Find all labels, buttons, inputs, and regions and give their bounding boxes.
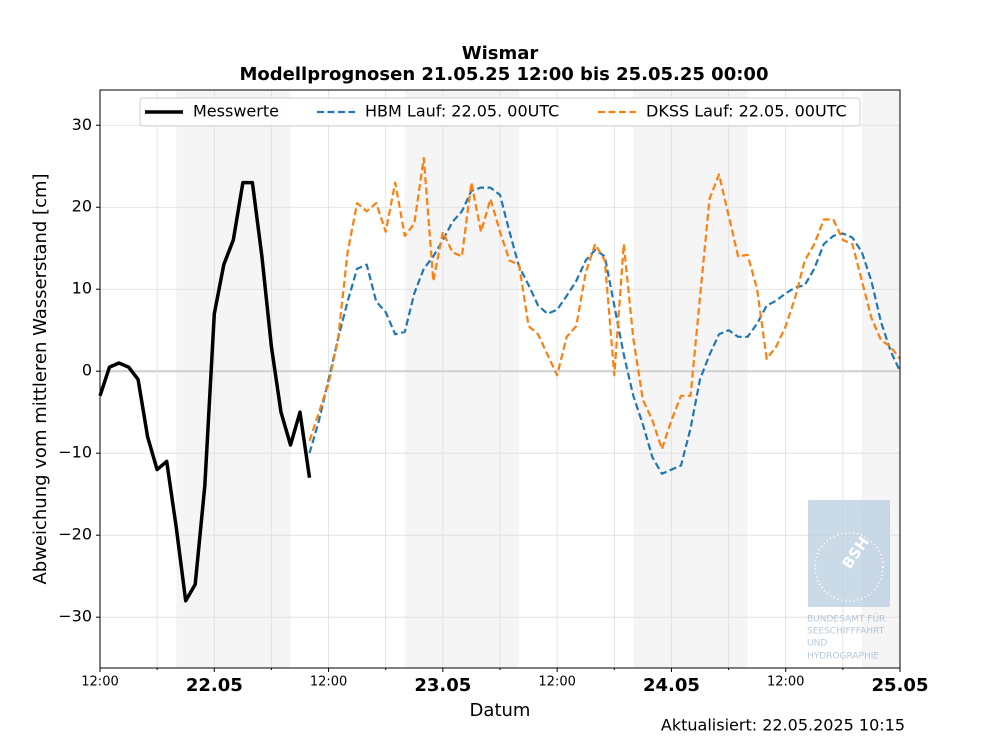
legend: Messwerte HBM Lauf: 22.05. 00UTC DKSS Lauf… <box>139 97 861 127</box>
y-tick-label: 0 <box>82 361 92 380</box>
logo-circle <box>814 532 884 602</box>
logo-text: HYDROGRAPHIE <box>807 652 879 662</box>
y-tick-label: 20 <box>72 197 92 216</box>
logo-text: SEESCHIFFFAHRT <box>807 627 885 637</box>
y-tick-label: −20 <box>58 525 92 544</box>
y-tick-label: 30 <box>72 115 92 134</box>
footer: Aktualisiert: 22.05.2025 10:15 <box>661 716 905 735</box>
series-line <box>98 180 312 603</box>
plot-frame <box>99 89 901 669</box>
logo: BSH BUNDESAMT FÜR SEESCHIFFFAHRT UND HYD… <box>807 500 890 662</box>
series-line <box>308 186 901 475</box>
x-tick-label: 12:00 <box>310 675 347 690</box>
x-tick-label: 12:00 <box>767 675 804 690</box>
series-line <box>308 156 901 451</box>
logo-text: UND <box>807 639 827 649</box>
legend-label: DKSS Lauf: 22.05. 00UTC <box>646 102 847 121</box>
x-tick-label: 23.05 <box>414 675 471 696</box>
x-axis-label: Datum <box>470 700 531 721</box>
x-tick-label: 12:00 <box>538 675 575 690</box>
shaded-span <box>633 90 748 668</box>
y-tick-label: −30 <box>58 607 92 626</box>
legend-label: Messwerte <box>193 102 279 121</box>
logo-text: BUNDESAMT FÜR <box>807 614 885 625</box>
y-tick-label: 10 <box>72 279 92 298</box>
y-axis-label: Abweichung vom mittleren Wasserstand [cm… <box>30 173 51 584</box>
chart-subtitle: Modellprognosen 21.05.25 12:00 bis 25.05… <box>240 64 769 85</box>
x-tick-label: 22.05 <box>186 675 243 696</box>
x-tick-label: 24.05 <box>643 675 700 696</box>
chart-title: Wismar <box>462 43 539 64</box>
logo-box <box>808 500 890 607</box>
x-tick-label: 25.05 <box>872 675 929 696</box>
y-tick-label: −10 <box>58 443 92 462</box>
legend-label: HBM Lauf: 22.05. 00UTC <box>365 102 559 121</box>
legend-frame <box>139 97 861 127</box>
shaded-span <box>176 90 291 668</box>
x-tick-label: 12:00 <box>81 675 118 690</box>
